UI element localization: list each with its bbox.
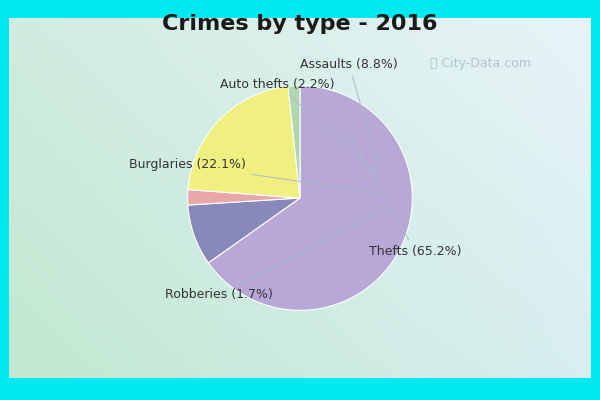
Text: Crimes by type - 2016: Crimes by type - 2016	[162, 14, 438, 34]
Text: Auto thefts (2.2%): Auto thefts (2.2%)	[220, 78, 379, 174]
Wedge shape	[208, 86, 412, 310]
Text: Burglaries (22.1%): Burglaries (22.1%)	[129, 158, 382, 194]
Text: ⓘ City-Data.com: ⓘ City-Data.com	[430, 58, 530, 70]
Text: Thefts (65.2%): Thefts (65.2%)	[347, 130, 461, 258]
Wedge shape	[188, 190, 300, 205]
Text: Assaults (8.8%): Assaults (8.8%)	[300, 58, 398, 166]
Text: Robberies (1.7%): Robberies (1.7%)	[166, 213, 380, 301]
Wedge shape	[288, 86, 300, 198]
Wedge shape	[188, 86, 300, 198]
Wedge shape	[188, 198, 300, 263]
